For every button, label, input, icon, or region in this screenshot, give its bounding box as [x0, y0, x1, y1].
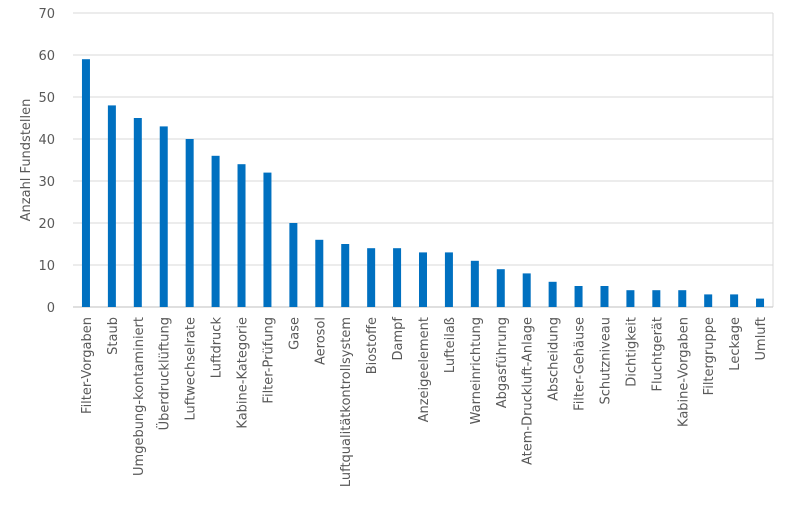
bar — [81, 59, 90, 308]
y-tick-label: 20 — [38, 217, 55, 232]
bar — [730, 294, 739, 307]
bar — [548, 281, 557, 307]
y-axis-label: Anzahl Fundstellen — [19, 99, 34, 222]
bar — [133, 118, 142, 307]
x-tick-label: Staub — [106, 317, 121, 355]
y-tick-label: 70 — [38, 7, 55, 22]
bar — [574, 286, 583, 307]
bar — [341, 244, 350, 307]
x-tick-label: Filter-Prüfung — [261, 317, 276, 404]
bar — [626, 290, 635, 307]
bar — [444, 252, 453, 307]
bar — [289, 223, 298, 307]
x-tick-label: Kabine-Vorgaben — [676, 317, 691, 427]
bar — [107, 105, 116, 308]
bar — [159, 126, 168, 308]
x-tick-label: Luftdruck — [210, 317, 225, 379]
x-tick-label: Atem-Druckluft-Anlage — [521, 317, 536, 465]
x-tick-label: Kabine-Kategorie — [236, 317, 251, 429]
x-tick-label: Luftwechselrate — [184, 317, 199, 421]
bar — [237, 164, 246, 307]
x-tick-label: Abgasführung — [495, 317, 510, 408]
x-tick-label: Leckage — [728, 317, 743, 371]
bar — [704, 294, 713, 307]
x-tick-label: Anzeigeelement — [417, 317, 432, 422]
x-tick-label: Filter-Gehäuse — [573, 317, 588, 411]
x-tick-label: Filtergruppe — [702, 317, 717, 395]
bar — [315, 239, 324, 307]
x-tick-label: Filter-Vorgaben — [80, 317, 95, 414]
y-tick-label: 10 — [38, 259, 55, 274]
bar — [419, 252, 427, 307]
bar — [470, 260, 479, 307]
x-tick-label: Überdrucklüftung — [156, 317, 173, 430]
x-tick-label: Gase — [287, 317, 302, 350]
x-tick-label: Umgebung-kontaminiert — [132, 317, 147, 476]
y-tick-label: 30 — [38, 175, 55, 190]
x-tick-label: Schutzniveau — [598, 317, 613, 405]
x-tick-label: Fluchtgerät — [650, 317, 665, 391]
x-tick-label: Lufteilaß — [443, 317, 458, 373]
x-axis-ticks: Filter-Vorgaben Staub Umgebung-kontaminier… — [80, 317, 769, 488]
bar — [652, 290, 661, 307]
x-tick-label: Abscheidung — [547, 317, 562, 401]
bar — [211, 155, 220, 307]
y-tick-label: 0 — [47, 301, 55, 316]
y-tick-label: 40 — [38, 133, 55, 148]
bar — [263, 172, 272, 307]
x-tick-label: Biostoffe — [365, 317, 380, 374]
bar — [600, 286, 609, 307]
x-tick-label: Aerosol — [313, 317, 328, 365]
bar — [185, 139, 194, 307]
bar — [496, 269, 505, 307]
bars — [81, 59, 765, 308]
x-tick-label: Dichtigkeit — [624, 317, 639, 387]
bar — [393, 248, 402, 307]
x-tick-label: Luftqualitätkontrollsystem — [339, 317, 354, 487]
y-tick-label: 60 — [38, 49, 55, 64]
bar — [756, 298, 765, 307]
x-tick-label: Umluft — [754, 317, 769, 360]
x-tick-label: Warneinrichtung — [469, 317, 484, 424]
bar — [367, 248, 376, 307]
y-tick-label: 50 — [38, 91, 55, 106]
bar — [522, 273, 531, 307]
bar — [678, 290, 687, 307]
y-axis-ticks: 0 10 20 30 40 50 60 70 — [38, 7, 55, 316]
x-tick-label: Dampf — [391, 317, 406, 361]
